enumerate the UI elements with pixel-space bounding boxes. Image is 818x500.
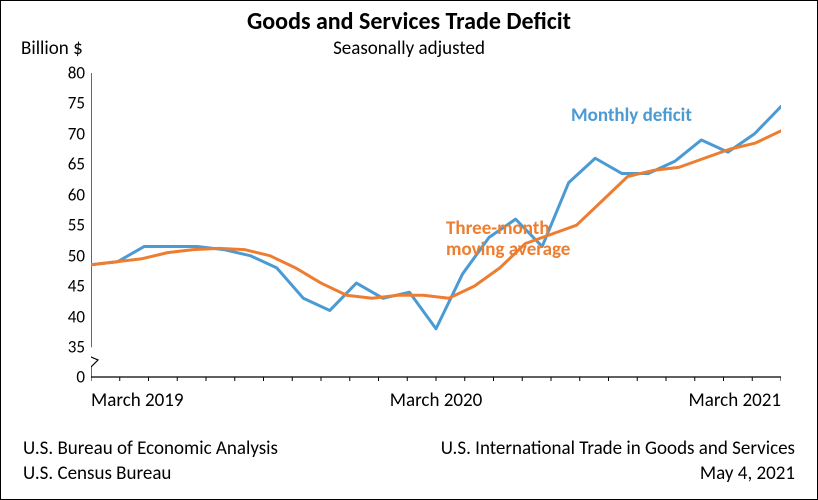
footer-source-2: U.S. Census Bureau: [23, 461, 278, 487]
chart-title: Goods and Services Trade Deficit: [1, 7, 817, 36]
series-label-monthly: Monthly deficit: [571, 106, 692, 127]
y-tick-label: 75: [68, 93, 85, 114]
footer-date: May 4, 2021: [441, 461, 795, 487]
footer-source-1: U.S. Bureau of Economic Analysis: [23, 436, 278, 462]
y-tick-label: 35: [68, 337, 85, 358]
x-tick-label: March 2019: [91, 389, 184, 412]
y-tick-label: 70: [68, 123, 85, 144]
footer-report-title: U.S. International Trade in Goods and Se…: [441, 436, 795, 462]
y-axis-label: Billion $: [21, 37, 83, 60]
x-tick-label: March 2020: [390, 389, 483, 412]
chart-frame: Goods and Services Trade Deficit Seasona…: [0, 0, 818, 500]
y-tick-label: 50: [68, 245, 85, 266]
footer-left: U.S. Bureau of Economic Analysis U.S. Ce…: [23, 436, 278, 487]
y-tick-label: 45: [68, 276, 85, 297]
y-tick-label: 55: [68, 215, 85, 236]
x-tick-label: March 2021: [688, 389, 781, 412]
chart-subtitle: Seasonally adjusted: [1, 37, 817, 60]
series-label-avg: Three-monthmoving average: [446, 219, 570, 261]
y-tick-label: 0: [76, 367, 85, 388]
y-tick-label: 60: [68, 184, 85, 205]
y-tick-label: 65: [68, 154, 85, 175]
y-tick-label: 80: [68, 63, 85, 84]
footer-right: U.S. International Trade in Goods and Se…: [441, 436, 795, 487]
y-tick-label: 40: [68, 306, 85, 327]
